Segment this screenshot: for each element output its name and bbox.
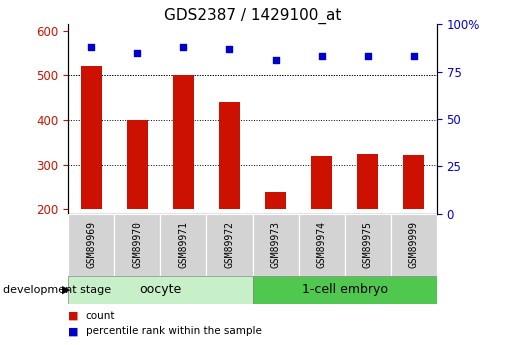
Bar [161,214,207,276]
Bar [403,155,424,209]
Bar [127,120,147,209]
Point [133,50,141,55]
Bar [68,214,114,276]
Point [87,44,95,50]
Text: GSM89999: GSM89999 [409,221,419,268]
Bar [252,214,298,276]
Point [318,53,326,59]
Text: GSM89970: GSM89970 [132,221,142,268]
Point [225,46,233,51]
Text: GSM89969: GSM89969 [86,221,96,268]
Bar [391,214,437,276]
Text: count: count [86,311,115,321]
Bar [219,102,240,209]
Bar [207,214,252,276]
Text: GDS2387 / 1429100_at: GDS2387 / 1429100_at [164,8,341,23]
Bar [265,193,286,209]
Point [410,53,418,59]
Bar [81,66,102,209]
Text: ▶: ▶ [62,285,70,295]
Bar [298,214,345,276]
Point [364,53,372,59]
Text: GSM89974: GSM89974 [317,221,327,268]
Text: GSM89972: GSM89972 [224,221,234,268]
Bar [173,75,194,209]
Text: 1-cell embryo: 1-cell embryo [301,283,388,296]
Text: ■: ■ [68,311,79,321]
Text: GSM89975: GSM89975 [363,221,373,268]
Point [272,57,280,63]
Bar [252,276,437,304]
Point [179,44,187,50]
Text: GSM89973: GSM89973 [271,221,281,268]
Bar [358,154,378,209]
Text: GSM89971: GSM89971 [178,221,188,268]
Bar [311,156,332,209]
Text: oocyte: oocyte [139,283,181,296]
Bar [345,214,391,276]
Text: development stage: development stage [3,285,111,295]
Bar [68,276,252,304]
Text: percentile rank within the sample: percentile rank within the sample [86,326,262,336]
Text: ■: ■ [68,326,79,336]
Bar [114,214,161,276]
